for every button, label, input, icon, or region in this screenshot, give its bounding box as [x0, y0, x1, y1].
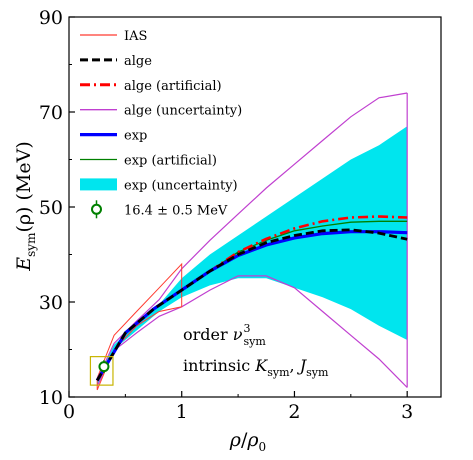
- x-tick-label: 2: [288, 401, 300, 423]
- y-tick-label: 50: [39, 197, 63, 219]
- annotation-K-sub: sym: [267, 366, 290, 379]
- series-alge-uncertainty-upper: [96, 92, 408, 380]
- annotation-K: K: [254, 356, 268, 375]
- legend-label: alge: [124, 54, 152, 69]
- legend-swatch-marker: [91, 203, 102, 215]
- legend-entry: exp (artificial): [80, 154, 217, 169]
- annotation-nu-sup: 3: [243, 322, 250, 335]
- legend-label: exp (artificial): [124, 154, 217, 169]
- legend-entry: alge: [80, 54, 152, 69]
- legend-entry: alge (uncertainty): [80, 104, 242, 119]
- legend-label: exp: [124, 129, 147, 144]
- y-tick-label: 30: [39, 292, 63, 314]
- legend-label: IAS: [124, 29, 147, 44]
- legend-label: alge (uncertainty): [124, 104, 242, 119]
- annotation-order: order: [183, 325, 233, 344]
- x-axis-title-rho: ρ: [229, 429, 242, 451]
- legend-entry: exp: [80, 129, 147, 144]
- annotation-sep: ,: [290, 356, 300, 375]
- legend-entry: 16.4 ± 0.5 MeV: [91, 200, 228, 219]
- series-exp-uncertainty: [97, 126, 408, 386]
- legend-entry: alge (artificial): [80, 79, 222, 94]
- x-axis-title: ρ/ρ0: [229, 429, 266, 454]
- annotation-intrinsic: intrinsic: [183, 356, 255, 375]
- x-axis-title-sub: 0: [259, 440, 267, 454]
- annotation-line-1: order ν3 sym: [183, 322, 266, 348]
- legend-swatch: [80, 178, 117, 191]
- y-tick-label: 10: [39, 387, 63, 409]
- y-axis-title-main: E: [13, 257, 35, 272]
- legend-entry: IAS: [80, 29, 147, 44]
- legend: IAS alge alge (artificial) alge (uncertaint…: [80, 29, 242, 219]
- legend-entry: exp (uncertainty): [80, 178, 238, 193]
- plot-layer: [89, 92, 408, 391]
- y-axis-title-rest: (ρ) (MeV): [13, 141, 35, 232]
- highlight-box: [89, 356, 114, 386]
- legend-label: alge (artificial): [124, 79, 222, 94]
- x-axis-title-slash: /: [241, 429, 248, 451]
- annotation-J: J: [297, 356, 308, 375]
- errorbar-point: [98, 361, 110, 373]
- y-tick-label: 90: [39, 7, 63, 29]
- annotation-nu-sub: sym: [243, 335, 266, 348]
- x-tick-label: 1: [176, 401, 188, 423]
- series-alge: [95, 228, 408, 382]
- annotation-line-2: intrinsic Ksym, Jsym: [183, 356, 329, 379]
- y-tick-label: 70: [39, 102, 63, 124]
- x-tick-label: 3: [401, 401, 413, 423]
- legend-label: 16.4 ± 0.5 MeV: [124, 203, 228, 218]
- annotation-nu: ν: [233, 325, 243, 344]
- axis-layer: 0 1 2 3 10 30 50 70 90: [39, 7, 442, 423]
- annotation-J-sub: sym: [306, 366, 329, 379]
- y-axis-title: Esym(ρ) (MeV): [13, 141, 38, 271]
- y-axis-title-sub: sym: [24, 232, 38, 257]
- legend-label: exp (uncertainty): [124, 178, 238, 193]
- series-alge-uncertainty-lower: [96, 275, 408, 388]
- x-tick-label: 0: [63, 401, 75, 423]
- x-axis-title-rho0: ρ: [246, 429, 259, 451]
